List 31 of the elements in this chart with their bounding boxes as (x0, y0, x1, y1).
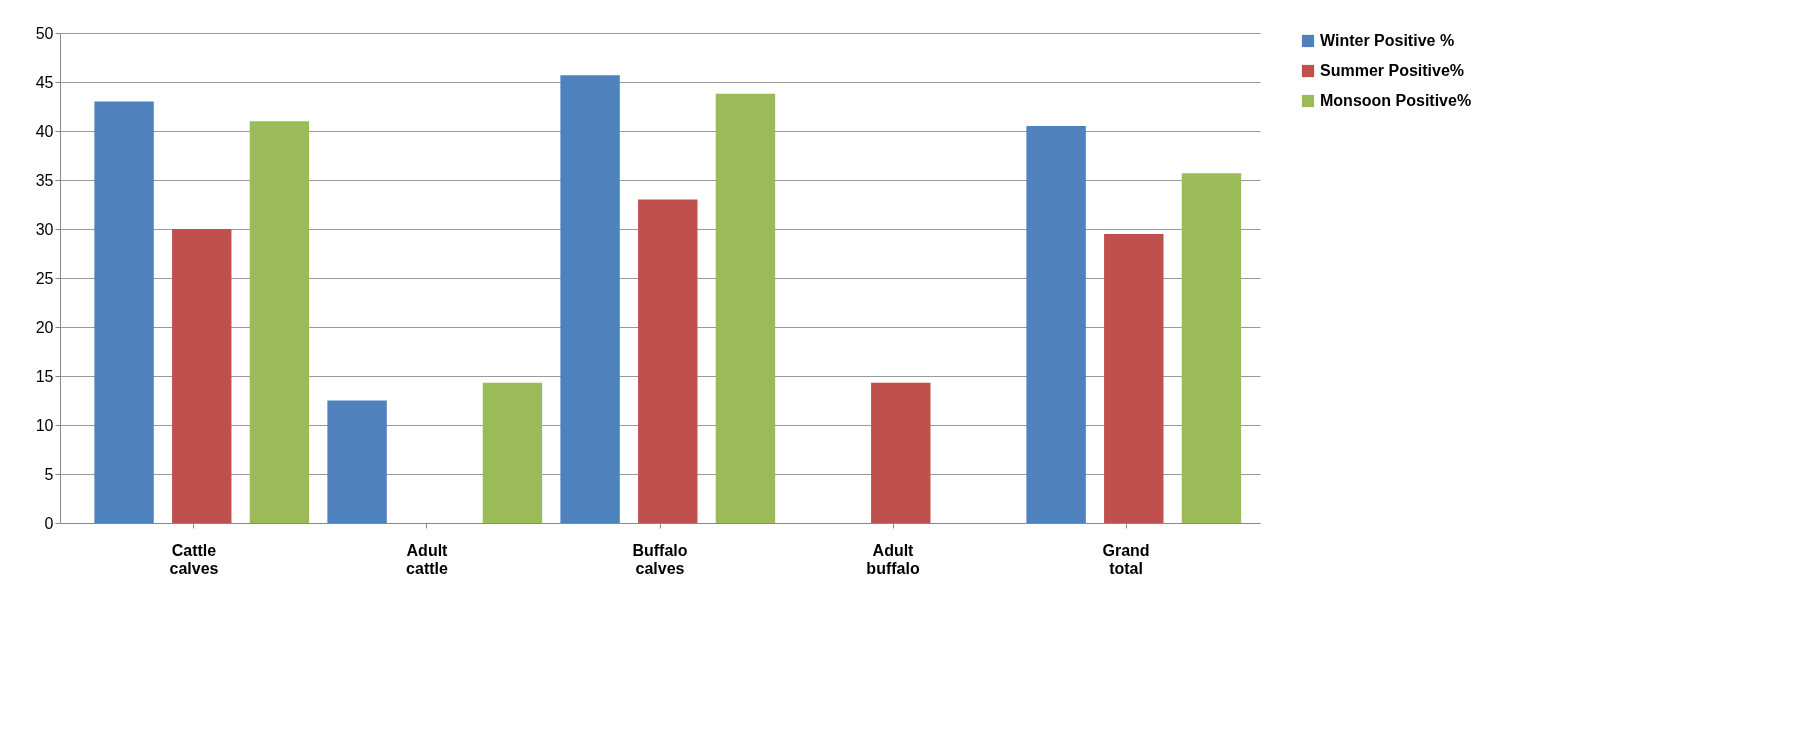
y-tick-label: 40 (35, 122, 54, 140)
y-tick-label: 15 (35, 367, 54, 385)
x-tick-label: Adult buffalo (866, 541, 920, 577)
x-tick-label: Buffalo calves (632, 541, 688, 577)
bar (871, 382, 931, 523)
bar (1104, 233, 1164, 523)
bar (1181, 173, 1242, 523)
x-tick-label: Grand total (1102, 541, 1150, 577)
y-tick-label: 25 (35, 269, 54, 287)
y-tick-label: 20 (35, 318, 54, 336)
x-tick-label: Cattle calves (169, 541, 219, 577)
bar (172, 229, 232, 523)
bar (560, 75, 620, 523)
legend-label: Winter Positive % (1320, 32, 1455, 49)
y-tick-label: 10 (35, 416, 54, 434)
y-tick-label: 45 (35, 73, 54, 91)
bar (94, 101, 154, 523)
bar (1026, 126, 1086, 523)
legend-label: Summer Positive% (1320, 62, 1465, 79)
y-tick-label: 0 (44, 514, 54, 532)
x-tick-label: Adult cattle (406, 541, 449, 577)
y-tick-label: 30 (35, 220, 54, 238)
bar (715, 93, 776, 523)
bar (638, 199, 698, 523)
bar (327, 400, 387, 523)
y-tick-label: 50 (35, 24, 54, 42)
bar (482, 382, 543, 523)
y-tick-label: 35 (35, 171, 54, 189)
bar (249, 121, 310, 523)
y-tick-label: 5 (44, 465, 54, 483)
legend-label: Monsoon Positive% (1320, 92, 1472, 109)
